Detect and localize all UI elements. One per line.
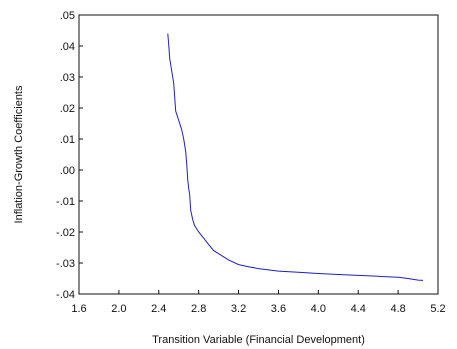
y-tick-label: .02 (60, 103, 75, 115)
y-tick-label: -.01 (56, 196, 75, 208)
x-tick-label: 2.0 (111, 303, 126, 315)
y-tick-label: .03 (60, 72, 75, 84)
x-tick-label: 1.6 (71, 303, 86, 315)
x-tick-label: 2.4 (151, 303, 166, 315)
plot-frame (78, 14, 439, 295)
x-axis-title: Transition Variable (Financial Developme… (152, 334, 365, 346)
series-line (167, 33, 424, 281)
x-tick-label: 4.0 (311, 303, 326, 315)
x-tick-label: 4.8 (390, 303, 405, 315)
y-tick-label: -.03 (56, 258, 75, 270)
y-tick-label: .01 (60, 134, 75, 146)
y-tick-label: -.04 (56, 289, 75, 301)
y-tick-label: .05 (60, 10, 75, 22)
x-axis-ticks: 1.6 2.0 2.4 2.8 3.2 3.6 4.0 4.4 4.8 5.2 (71, 290, 446, 315)
y-tick-label: .04 (60, 41, 75, 53)
x-tick-label: 2.8 (191, 303, 206, 315)
y-tick-label: .00 (60, 165, 75, 177)
y-tick-label: -.02 (56, 227, 75, 239)
x-tick-label: 4.4 (351, 303, 366, 315)
x-tick-label: 3.2 (231, 303, 246, 315)
x-tick-label: 3.6 (271, 303, 286, 315)
x-tick-label: 5.2 (430, 303, 445, 315)
y-axis-ticks: -.04 -.03 -.02 -.01 .00 .01 .02 .03 .04 .05 (56, 10, 83, 301)
y-axis-title: Inflation-Growth Coefficients (13, 85, 25, 223)
